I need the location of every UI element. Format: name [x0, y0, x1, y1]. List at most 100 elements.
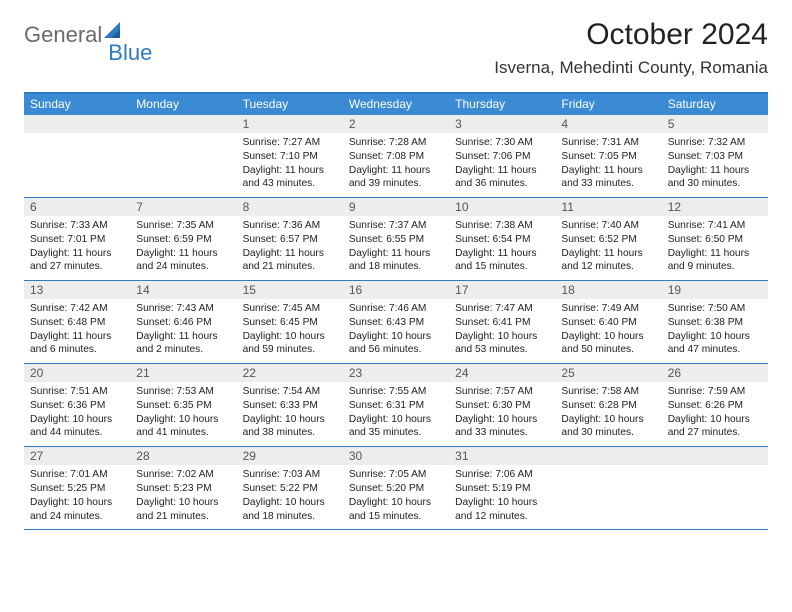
day-details: Sunrise: 7:55 AMSunset: 6:31 PMDaylight:…	[343, 382, 449, 440]
day-details: Sunrise: 7:45 AMSunset: 6:45 PMDaylight:…	[237, 299, 343, 357]
day-cell: 30Sunrise: 7:05 AMSunset: 5:20 PMDayligh…	[343, 447, 449, 529]
day-number: 19	[662, 281, 768, 299]
logo-text-general: General	[24, 22, 102, 48]
week-row: 27Sunrise: 7:01 AMSunset: 5:25 PMDayligh…	[24, 447, 768, 530]
day-details: Sunrise: 7:02 AMSunset: 5:23 PMDaylight:…	[130, 465, 236, 523]
day-details: Sunrise: 7:54 AMSunset: 6:33 PMDaylight:…	[237, 382, 343, 440]
day-details: Sunrise: 7:03 AMSunset: 5:22 PMDaylight:…	[237, 465, 343, 523]
logo-text-blue: Blue	[108, 40, 152, 66]
day-cell: 7Sunrise: 7:35 AMSunset: 6:59 PMDaylight…	[130, 198, 236, 280]
day-header-tuesday: Tuesday	[237, 94, 343, 115]
day-details: Sunrise: 7:35 AMSunset: 6:59 PMDaylight:…	[130, 216, 236, 274]
day-details: Sunrise: 7:41 AMSunset: 6:50 PMDaylight:…	[662, 216, 768, 274]
day-number: 9	[343, 198, 449, 216]
day-cell: 25Sunrise: 7:58 AMSunset: 6:28 PMDayligh…	[555, 364, 661, 446]
day-cell: 29Sunrise: 7:03 AMSunset: 5:22 PMDayligh…	[237, 447, 343, 529]
day-cell: 27Sunrise: 7:01 AMSunset: 5:25 PMDayligh…	[24, 447, 130, 529]
day-number-empty	[555, 447, 661, 465]
day-number: 4	[555, 115, 661, 133]
day-cell: 10Sunrise: 7:38 AMSunset: 6:54 PMDayligh…	[449, 198, 555, 280]
day-number-empty	[130, 115, 236, 133]
day-cell: 31Sunrise: 7:06 AMSunset: 5:19 PMDayligh…	[449, 447, 555, 529]
week-row: 6Sunrise: 7:33 AMSunset: 7:01 PMDaylight…	[24, 198, 768, 281]
day-header-wednesday: Wednesday	[343, 94, 449, 115]
day-cell: 23Sunrise: 7:55 AMSunset: 6:31 PMDayligh…	[343, 364, 449, 446]
header: General Blue October 2024 Isverna, Mehed…	[0, 0, 792, 84]
day-details: Sunrise: 7:28 AMSunset: 7:08 PMDaylight:…	[343, 133, 449, 191]
day-details: Sunrise: 7:40 AMSunset: 6:52 PMDaylight:…	[555, 216, 661, 274]
week-row: 1Sunrise: 7:27 AMSunset: 7:10 PMDaylight…	[24, 115, 768, 198]
day-cell: 3Sunrise: 7:30 AMSunset: 7:06 PMDaylight…	[449, 115, 555, 197]
day-number: 11	[555, 198, 661, 216]
day-number: 3	[449, 115, 555, 133]
day-headers-row: SundayMondayTuesdayWednesdayThursdayFrid…	[24, 94, 768, 115]
day-details: Sunrise: 7:50 AMSunset: 6:38 PMDaylight:…	[662, 299, 768, 357]
day-number: 10	[449, 198, 555, 216]
day-cell: 20Sunrise: 7:51 AMSunset: 6:36 PMDayligh…	[24, 364, 130, 446]
day-number: 29	[237, 447, 343, 465]
day-number: 13	[24, 281, 130, 299]
calendar: SundayMondayTuesdayWednesdayThursdayFrid…	[24, 92, 768, 530]
day-cell: 16Sunrise: 7:46 AMSunset: 6:43 PMDayligh…	[343, 281, 449, 363]
day-number: 23	[343, 364, 449, 382]
day-cell: 21Sunrise: 7:53 AMSunset: 6:35 PMDayligh…	[130, 364, 236, 446]
day-details: Sunrise: 7:42 AMSunset: 6:48 PMDaylight:…	[24, 299, 130, 357]
day-header-friday: Friday	[555, 94, 661, 115]
day-details: Sunrise: 7:05 AMSunset: 5:20 PMDaylight:…	[343, 465, 449, 523]
day-number: 2	[343, 115, 449, 133]
day-details: Sunrise: 7:01 AMSunset: 5:25 PMDaylight:…	[24, 465, 130, 523]
day-header-sunday: Sunday	[24, 94, 130, 115]
week-row: 20Sunrise: 7:51 AMSunset: 6:36 PMDayligh…	[24, 364, 768, 447]
day-details: Sunrise: 7:30 AMSunset: 7:06 PMDaylight:…	[449, 133, 555, 191]
empty-cell	[24, 115, 130, 197]
day-cell: 28Sunrise: 7:02 AMSunset: 5:23 PMDayligh…	[130, 447, 236, 529]
day-number: 1	[237, 115, 343, 133]
day-cell: 9Sunrise: 7:37 AMSunset: 6:55 PMDaylight…	[343, 198, 449, 280]
day-number: 15	[237, 281, 343, 299]
day-details: Sunrise: 7:49 AMSunset: 6:40 PMDaylight:…	[555, 299, 661, 357]
day-cell: 15Sunrise: 7:45 AMSunset: 6:45 PMDayligh…	[237, 281, 343, 363]
day-number-empty	[24, 115, 130, 133]
day-number: 17	[449, 281, 555, 299]
day-cell: 22Sunrise: 7:54 AMSunset: 6:33 PMDayligh…	[237, 364, 343, 446]
day-number: 21	[130, 364, 236, 382]
day-details: Sunrise: 7:33 AMSunset: 7:01 PMDaylight:…	[24, 216, 130, 274]
day-number: 5	[662, 115, 768, 133]
day-cell: 5Sunrise: 7:32 AMSunset: 7:03 PMDaylight…	[662, 115, 768, 197]
day-details: Sunrise: 7:38 AMSunset: 6:54 PMDaylight:…	[449, 216, 555, 274]
title-block: October 2024 Isverna, Mehedinti County, …	[494, 18, 768, 78]
day-number: 27	[24, 447, 130, 465]
empty-cell	[130, 115, 236, 197]
day-cell: 13Sunrise: 7:42 AMSunset: 6:48 PMDayligh…	[24, 281, 130, 363]
day-number: 6	[24, 198, 130, 216]
day-cell: 18Sunrise: 7:49 AMSunset: 6:40 PMDayligh…	[555, 281, 661, 363]
day-cell: 17Sunrise: 7:47 AMSunset: 6:41 PMDayligh…	[449, 281, 555, 363]
day-details: Sunrise: 7:59 AMSunset: 6:26 PMDaylight:…	[662, 382, 768, 440]
day-details: Sunrise: 7:06 AMSunset: 5:19 PMDaylight:…	[449, 465, 555, 523]
day-cell: 8Sunrise: 7:36 AMSunset: 6:57 PMDaylight…	[237, 198, 343, 280]
day-cell: 6Sunrise: 7:33 AMSunset: 7:01 PMDaylight…	[24, 198, 130, 280]
day-number: 26	[662, 364, 768, 382]
day-number: 7	[130, 198, 236, 216]
day-number: 8	[237, 198, 343, 216]
day-details: Sunrise: 7:51 AMSunset: 6:36 PMDaylight:…	[24, 382, 130, 440]
day-header-thursday: Thursday	[449, 94, 555, 115]
day-details: Sunrise: 7:46 AMSunset: 6:43 PMDaylight:…	[343, 299, 449, 357]
day-details: Sunrise: 7:27 AMSunset: 7:10 PMDaylight:…	[237, 133, 343, 191]
day-cell: 14Sunrise: 7:43 AMSunset: 6:46 PMDayligh…	[130, 281, 236, 363]
logo: General Blue	[24, 18, 152, 48]
day-details: Sunrise: 7:43 AMSunset: 6:46 PMDaylight:…	[130, 299, 236, 357]
day-cell: 4Sunrise: 7:31 AMSunset: 7:05 PMDaylight…	[555, 115, 661, 197]
day-cell: 11Sunrise: 7:40 AMSunset: 6:52 PMDayligh…	[555, 198, 661, 280]
day-details: Sunrise: 7:57 AMSunset: 6:30 PMDaylight:…	[449, 382, 555, 440]
day-details: Sunrise: 7:32 AMSunset: 7:03 PMDaylight:…	[662, 133, 768, 191]
day-header-monday: Monday	[130, 94, 236, 115]
day-details: Sunrise: 7:47 AMSunset: 6:41 PMDaylight:…	[449, 299, 555, 357]
day-number: 31	[449, 447, 555, 465]
day-number: 14	[130, 281, 236, 299]
day-header-saturday: Saturday	[662, 94, 768, 115]
day-cell: 19Sunrise: 7:50 AMSunset: 6:38 PMDayligh…	[662, 281, 768, 363]
day-number: 20	[24, 364, 130, 382]
day-number: 28	[130, 447, 236, 465]
day-number: 16	[343, 281, 449, 299]
